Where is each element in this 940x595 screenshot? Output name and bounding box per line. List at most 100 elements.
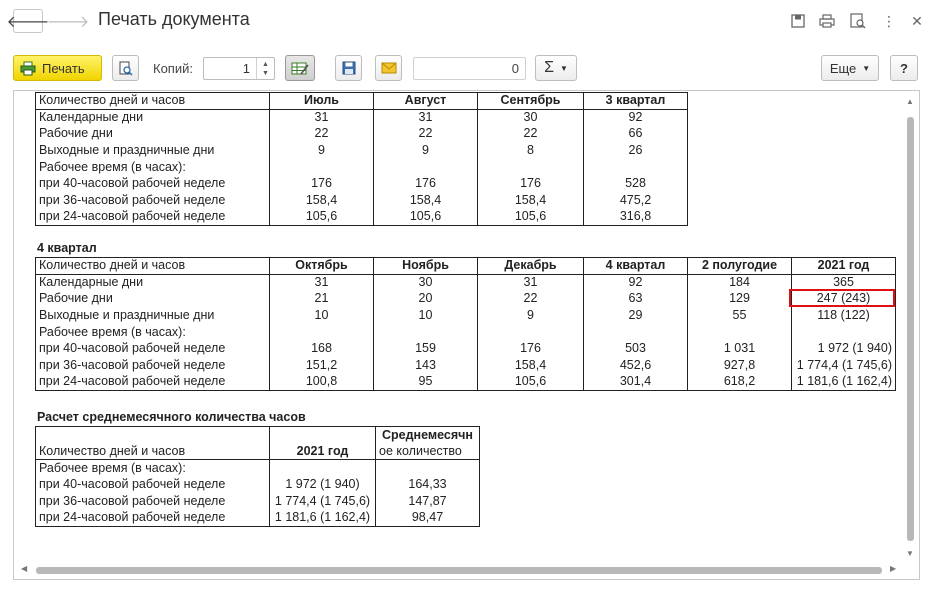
table-cell: 168 <box>269 340 374 358</box>
sigma-icon: Σ <box>544 59 554 76</box>
table-cell: 118 (122) <box>791 307 896 324</box>
stepper-up-icon[interactable]: ▲ <box>262 60 269 68</box>
table-cell: 158,4 <box>477 357 584 374</box>
table-cell: 31 <box>477 274 584 291</box>
table-cell: Рабочие дни <box>35 290 270 308</box>
table-cell: 66 <box>583 125 688 143</box>
table-cell: 475,2 <box>583 192 688 209</box>
table-row: Выходные и праздничные дни 10 10 9 29 55 118 (… <box>35 307 896 324</box>
table-cell: при 24-часовой рабочей неделе <box>35 208 270 226</box>
table-cell: 184 <box>687 274 792 291</box>
chevron-down-icon: ▼ <box>862 63 871 73</box>
table-cell: 129 <box>687 290 792 308</box>
table-cell <box>791 323 896 341</box>
more-button-label: Еще <box>829 60 857 76</box>
save-button[interactable] <box>335 55 362 81</box>
header-cell: Октябрь <box>269 257 374 275</box>
table-row: Рабочее время (в часах): <box>35 158 688 176</box>
table-row: при 40-часовой рабочей неделе 1 972 (1 94… <box>35 476 480 493</box>
table-cell: Рабочее время (в часах): <box>35 323 270 341</box>
print-button-label: Печать <box>42 60 85 76</box>
help-button[interactable]: ? <box>890 55 918 81</box>
table-row: Календарные дни 31 31 30 92 <box>35 109 688 126</box>
table-cell: Календарные дни <box>35 109 270 126</box>
table-cell: при 40-часовой рабочей неделе <box>35 476 270 493</box>
table-cell: 158,4 <box>269 192 374 209</box>
table-row: при 40-часовой рабочей неделе 176 176 176 52… <box>35 175 688 193</box>
header-cell: Среднемесячн <box>375 426 480 444</box>
edit-table-button[interactable] <box>285 55 315 81</box>
table-cell <box>373 323 478 341</box>
table-cell: 30 <box>477 109 584 126</box>
table-cell: 176 <box>373 175 478 193</box>
table-cell: при 40-часовой рабочей неделе <box>35 340 270 358</box>
horizontal-scrollbar[interactable]: ◀ ▶ <box>14 562 919 579</box>
table-cell <box>477 323 584 341</box>
header-cell: 2021 год <box>269 425 376 461</box>
report-area[interactable]: Количество дней и часов Июль Август Сентябр… <box>13 90 920 580</box>
table-cell <box>687 323 792 341</box>
header-cell: Июль <box>269 92 374 110</box>
table-cell: 159 <box>373 340 478 358</box>
print-button[interactable]: Печать <box>13 55 102 81</box>
table-cell: 31 <box>373 109 478 126</box>
table-cell <box>373 158 478 176</box>
table-cell: 8 <box>477 142 584 159</box>
sum-mode-dropdown[interactable]: Σ ▼ <box>535 55 577 81</box>
more-button[interactable]: Еще ▼ <box>821 55 879 81</box>
table-cell: 26 <box>583 142 688 159</box>
header-cell: Ноябрь <box>373 257 478 275</box>
table-cell: 105,6 <box>373 208 478 226</box>
save-icon[interactable] <box>789 12 807 30</box>
edit-table-icon <box>291 62 309 74</box>
table-cell: 31 <box>269 274 374 291</box>
copies-input[interactable]: 1 ▲ ▼ <box>203 57 275 80</box>
table-row: при 40-часовой рабочей неделе 168 159 176 50… <box>35 340 896 358</box>
printer-icon <box>20 61 36 75</box>
table-cell: 158,4 <box>477 192 584 209</box>
table-cell <box>583 158 688 176</box>
preview-button[interactable] <box>112 55 139 81</box>
table-cell: Календарные дни <box>35 274 270 291</box>
table-cell: 176 <box>269 175 374 193</box>
table-cell: 29 <box>583 307 688 324</box>
scroll-down-icon[interactable]: ▼ <box>906 549 914 558</box>
table-row: Рабочие дни 21 20 22 63 129 247 (243) <box>35 290 896 308</box>
stepper-down-icon[interactable]: ▼ <box>262 69 269 77</box>
send-email-button[interactable] <box>375 55 402 81</box>
table-cell: 176 <box>477 340 584 358</box>
table-row: Рабочее время (в часах): <box>35 459 480 477</box>
more-vertical-icon[interactable]: ⋮ <box>882 12 896 29</box>
scroll-right-icon[interactable]: ▶ <box>890 564 897 573</box>
forward-button[interactable]: 🡒 <box>47 9 89 33</box>
scroll-up-icon[interactable]: ▲ <box>906 97 914 106</box>
printer-icon[interactable] <box>818 12 836 30</box>
table-cell: при 24-часовой рабочей неделе <box>35 509 270 527</box>
q4-title: 4 квартал <box>37 241 97 255</box>
table-cell: 301,4 <box>583 373 688 391</box>
table-cell: 503 <box>583 340 688 358</box>
table-cell: 247 (243) <box>791 290 896 308</box>
close-icon[interactable]: ✕ <box>911 12 923 29</box>
copies-stepper[interactable]: ▲ ▼ <box>256 58 274 79</box>
table-row: Рабочие дни 22 22 22 66 <box>35 125 688 143</box>
scroll-left-icon[interactable]: ◀ <box>21 564 28 573</box>
sum-field[interactable]: 0 <box>413 57 526 80</box>
table-cell: 10 <box>373 307 478 324</box>
header-cell: 4 квартал <box>583 257 688 275</box>
vertical-scroll-thumb[interactable] <box>907 117 914 541</box>
horizontal-scroll-thumb[interactable] <box>36 567 882 574</box>
table-cell: 151,2 <box>269 357 374 374</box>
header-cell: Количество дней и часов <box>35 425 270 461</box>
chevron-down-icon: ▼ <box>559 63 568 73</box>
back-button[interactable]: 🡐 <box>7 9 49 33</box>
vertical-scrollbar[interactable]: ▲ ▼ <box>902 91 919 563</box>
table-header-row: Количество дней и часов Июль Август Сентябр… <box>35 92 688 110</box>
table-cell: 22 <box>373 125 478 143</box>
magnifier-page-icon <box>119 61 133 76</box>
header-cell: Сентябрь <box>477 92 584 110</box>
table-header-row: ое количество <box>36 443 480 461</box>
table-row: при 36-часовой рабочей неделе 158,4 158,4 1… <box>35 192 688 209</box>
table-cell: 55 <box>687 307 792 324</box>
preview-icon[interactable] <box>849 12 867 30</box>
